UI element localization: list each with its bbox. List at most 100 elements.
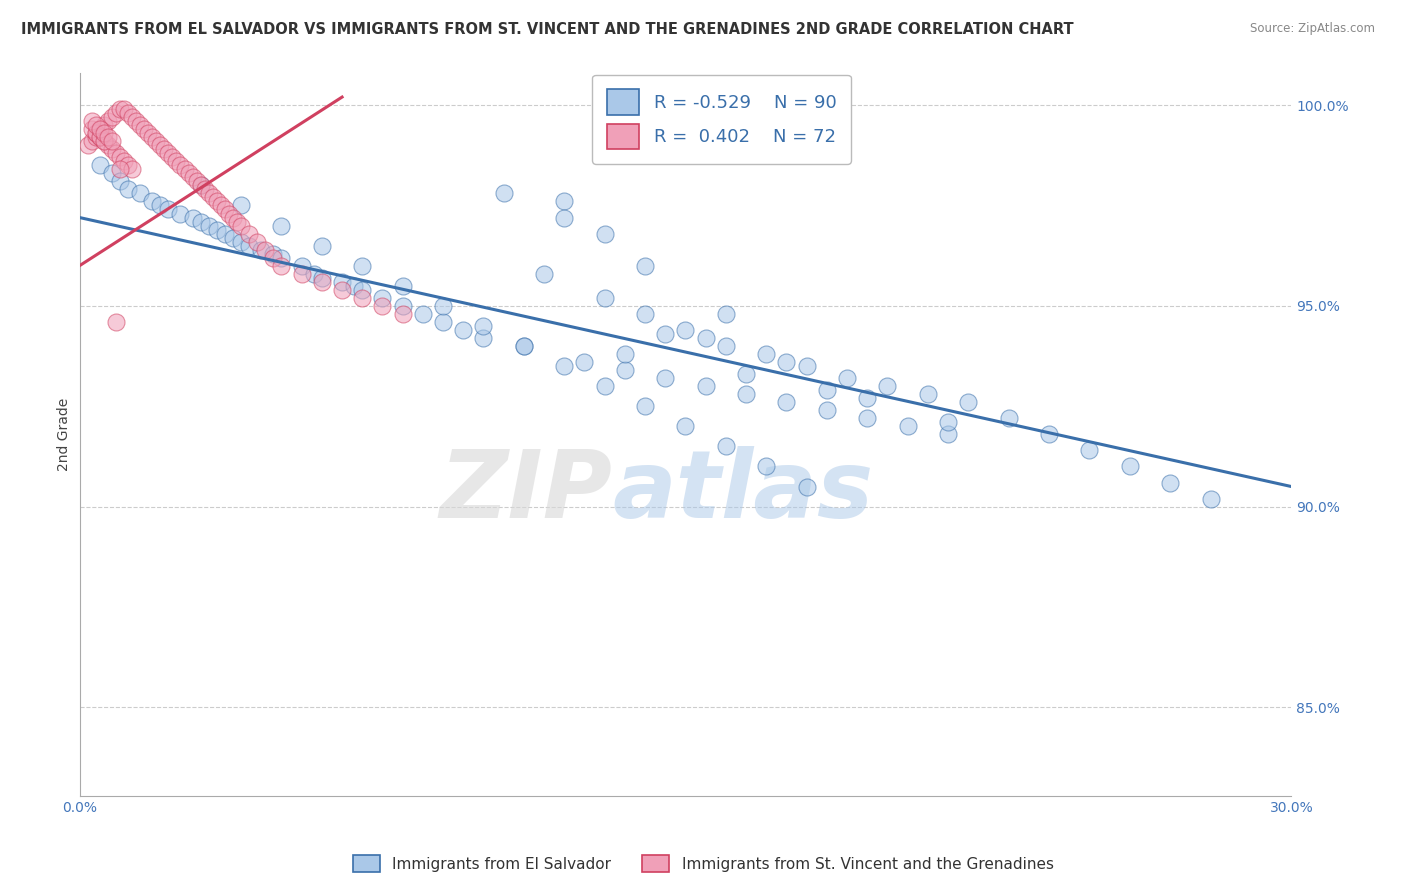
Point	[815, 383, 838, 397]
Point	[134, 122, 156, 136]
Point	[136, 126, 159, 140]
Point	[93, 134, 115, 148]
Point	[169, 206, 191, 220]
Point	[205, 194, 228, 209]
Point	[432, 315, 454, 329]
Point	[250, 243, 273, 257]
Point	[201, 190, 224, 204]
Point	[613, 363, 636, 377]
Point	[84, 130, 107, 145]
Point	[574, 355, 596, 369]
Point	[835, 371, 858, 385]
Point	[181, 211, 204, 225]
Point	[89, 130, 111, 145]
Point	[755, 459, 778, 474]
Point	[226, 214, 249, 228]
Point	[897, 419, 920, 434]
Point	[472, 331, 495, 345]
Point	[593, 379, 616, 393]
Point	[775, 355, 797, 369]
Point	[815, 403, 838, 417]
Point	[654, 326, 676, 341]
Point	[157, 146, 180, 161]
Point	[997, 411, 1019, 425]
Point	[513, 339, 536, 353]
Point	[254, 243, 277, 257]
Point	[121, 110, 143, 124]
Point	[214, 227, 236, 241]
Point	[673, 419, 696, 434]
Point	[190, 178, 212, 193]
Point	[492, 186, 515, 201]
Point	[593, 227, 616, 241]
Point	[157, 202, 180, 217]
Point	[197, 219, 219, 233]
Point	[371, 291, 394, 305]
Point	[76, 138, 98, 153]
Point	[634, 399, 657, 413]
Point	[153, 142, 176, 156]
Point	[291, 267, 314, 281]
Text: ZIP: ZIP	[440, 446, 613, 538]
Point	[371, 299, 394, 313]
Point	[129, 186, 152, 201]
Point	[593, 291, 616, 305]
Point	[673, 323, 696, 337]
Point	[125, 114, 148, 128]
Point	[112, 154, 135, 169]
Point	[121, 162, 143, 177]
Point	[876, 379, 898, 393]
Point	[104, 315, 127, 329]
Point	[412, 307, 434, 321]
Point	[755, 347, 778, 361]
Point	[108, 162, 131, 177]
Point	[101, 134, 124, 148]
Point	[262, 246, 284, 260]
Point	[553, 211, 575, 225]
Point	[181, 170, 204, 185]
Text: IMMIGRANTS FROM EL SALVADOR VS IMMIGRANTS FROM ST. VINCENT AND THE GRENADINES 2N: IMMIGRANTS FROM EL SALVADOR VS IMMIGRANT…	[21, 22, 1074, 37]
Point	[714, 339, 737, 353]
Point	[613, 347, 636, 361]
Point	[352, 259, 374, 273]
Point	[330, 275, 353, 289]
Point	[1119, 459, 1142, 474]
Point	[553, 194, 575, 209]
Point	[190, 214, 212, 228]
Point	[634, 259, 657, 273]
Point	[104, 146, 127, 161]
Point	[330, 283, 353, 297]
Point	[80, 134, 103, 148]
Point	[129, 118, 152, 132]
Point	[104, 106, 127, 120]
Point	[553, 359, 575, 373]
Text: Source: ZipAtlas.com: Source: ZipAtlas.com	[1250, 22, 1375, 36]
Point	[112, 102, 135, 116]
Point	[80, 122, 103, 136]
Point	[957, 395, 980, 409]
Point	[1159, 475, 1181, 490]
Point	[177, 166, 200, 180]
Point	[270, 219, 292, 233]
Point	[145, 134, 167, 148]
Point	[432, 299, 454, 313]
Point	[513, 339, 536, 353]
Point	[108, 174, 131, 188]
Point	[89, 122, 111, 136]
Point	[695, 331, 717, 345]
Point	[101, 166, 124, 180]
Point	[84, 118, 107, 132]
Point	[796, 359, 818, 373]
Point	[93, 118, 115, 132]
Point	[936, 415, 959, 429]
Point	[173, 162, 195, 177]
Point	[186, 174, 208, 188]
Point	[654, 371, 676, 385]
Point	[149, 198, 172, 212]
Point	[391, 278, 413, 293]
Point	[84, 126, 107, 140]
Point	[101, 110, 124, 124]
Point	[533, 267, 555, 281]
Point	[302, 267, 325, 281]
Point	[714, 307, 737, 321]
